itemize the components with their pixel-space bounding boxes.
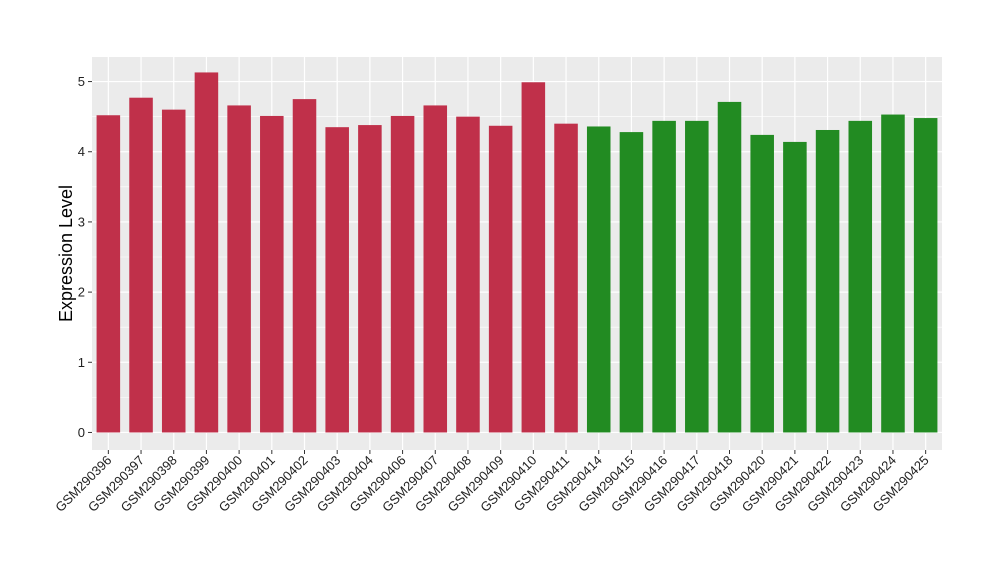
bar-GSM290398 <box>161 109 186 433</box>
y-tick-label: 2 <box>78 285 85 300</box>
bar-GSM290424 <box>881 114 905 433</box>
y-tick-label: 5 <box>78 74 85 89</box>
bar-GSM290417 <box>685 120 709 433</box>
bar-GSM290423 <box>848 120 873 433</box>
bars <box>96 72 938 433</box>
bar-GSM290425 <box>913 118 938 433</box>
y-tick-label: 0 <box>78 425 85 440</box>
bar-GSM290399 <box>194 72 219 433</box>
bar-GSM290397 <box>129 97 153 433</box>
bar-GSM290411 <box>554 123 578 433</box>
bar-GSM290401 <box>260 115 284 433</box>
y-tick-label: 1 <box>78 355 85 370</box>
bar-GSM290400 <box>227 105 251 433</box>
bar-GSM290421 <box>783 141 807 433</box>
bar-GSM290404 <box>358 125 382 433</box>
y-tick-label: 4 <box>78 144 85 159</box>
bar-GSM290403 <box>325 127 349 433</box>
bar-GSM290418 <box>717 101 742 433</box>
bar-GSM290415 <box>619 132 644 433</box>
x-axis: GSM290396GSM290397GSM290398GSM290399GSM2… <box>52 450 932 515</box>
plot-panel <box>92 57 942 450</box>
bar-GSM290420 <box>750 134 774 433</box>
y-tick-label: 3 <box>78 214 85 229</box>
bar-GSM290410 <box>521 82 546 433</box>
bar-GSM290402 <box>292 99 317 433</box>
bar-GSM290408 <box>456 116 480 433</box>
y-axis-title: Expression Level <box>56 185 76 322</box>
bar-GSM290407 <box>423 105 448 433</box>
bar-GSM290414 <box>586 126 611 433</box>
bar-GSM290406 <box>390 115 415 433</box>
bar-GSM290409 <box>488 125 513 433</box>
bar-GSM290416 <box>652 120 676 433</box>
bar-GSM290422 <box>815 129 840 433</box>
bar-GSM290396 <box>96 115 121 433</box>
y-axis: 0 1 2 3 4 5 <box>78 74 92 440</box>
